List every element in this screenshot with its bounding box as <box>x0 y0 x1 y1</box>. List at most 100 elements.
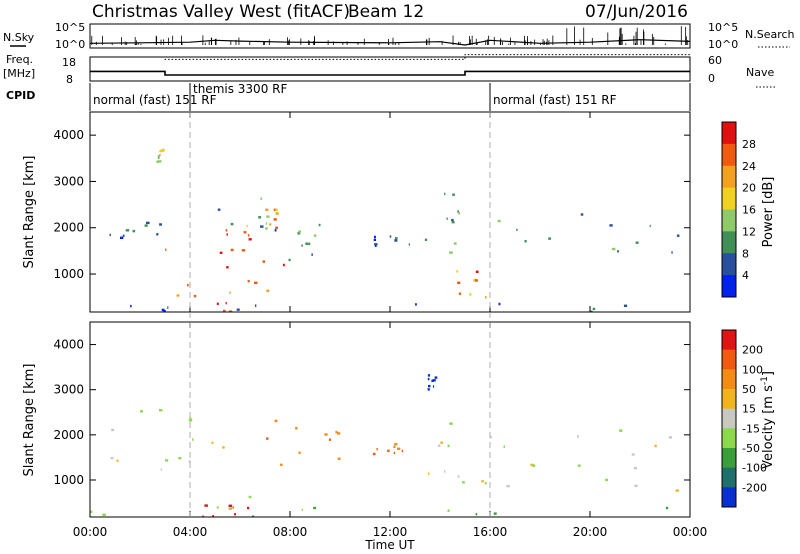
beam-label: Beam 12 <box>348 2 424 22</box>
heatmap-cell <box>427 388 430 391</box>
colorbar-frame <box>721 121 737 298</box>
heatmap-cell <box>475 513 478 516</box>
heatmap-cell <box>671 251 673 254</box>
heatmap-cell <box>447 444 450 448</box>
heatmap-cell <box>188 419 193 422</box>
nsky-label: N.Sky <box>3 31 35 44</box>
heatmap-cell <box>649 224 651 228</box>
heatmap-cell <box>234 513 236 516</box>
power-heatmap <box>109 148 680 316</box>
nave-tick-top: 60 <box>708 54 722 67</box>
heatmap-cell <box>311 253 313 256</box>
heatmap-cell <box>260 197 263 200</box>
heatmap-cell <box>274 229 277 232</box>
heatmap-cell <box>255 304 257 307</box>
heatmap-cell <box>393 445 396 448</box>
date-label: 07/Jun/2016 <box>585 2 688 22</box>
range-tick-label: 1000 <box>53 267 84 281</box>
heatmap-cell <box>498 302 501 306</box>
heatmap-cell <box>189 417 192 420</box>
heatmap-cell <box>125 229 130 232</box>
heatmap-cell <box>228 310 233 312</box>
heatmap-cell <box>424 238 428 241</box>
heatmap-cell <box>254 281 258 284</box>
heatmap-cell <box>146 221 150 225</box>
heatmap-cell <box>295 427 298 430</box>
heatmap-cell <box>415 303 417 306</box>
heatmap-cell <box>394 443 398 446</box>
colorbar-tick-label: 100 <box>742 363 763 376</box>
velocity-colorbar-label: Velocity [m s-1] <box>760 371 776 469</box>
heatmap-cell <box>473 279 476 282</box>
colorbar-tick-label: -100 <box>742 462 767 475</box>
nsky-tick-top: 10^5 <box>55 21 85 34</box>
heatmap-cell <box>444 192 446 196</box>
colorbar-swatch <box>722 253 736 276</box>
range-tick-label: 4000 <box>53 338 84 352</box>
heatmap-cell <box>633 467 637 470</box>
heatmap-cell <box>490 436 492 439</box>
heatmap-cell <box>313 506 317 510</box>
heatmap-cell <box>449 422 453 425</box>
power-ylabel: Slant Range [km] <box>22 156 37 269</box>
heatmap-cell <box>335 430 338 434</box>
heatmap-cell <box>328 438 331 441</box>
heatmap-cell <box>456 270 459 273</box>
heatmap-cell <box>532 464 536 467</box>
heatmap-cell <box>374 244 377 247</box>
colorbar-swatch <box>722 448 736 469</box>
nsky-frame <box>89 23 691 49</box>
freq-tick-top: 18 <box>62 56 76 69</box>
heatmap-cell <box>161 308 165 312</box>
velocity-yticks: 4000 3000 2000 1000 <box>53 338 690 487</box>
heatmap-cell <box>273 218 277 221</box>
heatmap-cell <box>265 208 269 211</box>
freq-frame <box>89 56 691 82</box>
heatmap-cell <box>337 432 341 435</box>
heatmap-cell <box>623 304 628 307</box>
cpid-segment-3: normal (fast) 151 RF <box>493 93 617 107</box>
heatmap-cell <box>210 314 213 316</box>
heatmap-cell <box>458 292 461 295</box>
heatmap-cell <box>222 446 225 449</box>
heatmap-cell <box>619 429 623 432</box>
heatmap-cell <box>457 475 460 478</box>
heatmap-cell <box>159 150 162 153</box>
station-title: Christmas Valley West (fitACF) <box>92 2 350 22</box>
heatmap-cell <box>447 509 450 512</box>
heatmap-cell <box>225 229 228 232</box>
heatmap-cell <box>247 234 250 237</box>
heatmap-cell <box>110 456 114 460</box>
heatmap-cell <box>269 223 272 226</box>
heatmap-cell <box>631 453 635 456</box>
heatmap-cell <box>376 448 378 451</box>
heatmap-cell <box>318 223 321 227</box>
nsearch-label: N.Search <box>745 28 795 41</box>
heatmap-cell <box>676 234 680 237</box>
colorbar-swatch <box>722 369 736 390</box>
freq-label: Freq. <box>6 53 33 66</box>
heatmap-cell <box>102 513 106 516</box>
heatmap-cell <box>634 484 638 488</box>
heatmap-cell <box>389 235 392 238</box>
heatmap-cell <box>193 294 197 298</box>
heatmap-cell <box>452 193 455 196</box>
heatmap-cell <box>241 249 246 252</box>
time-tick-label: 00:00 <box>73 525 108 539</box>
heatmap-cell <box>120 236 124 239</box>
range-tick-label: 1000 <box>53 473 84 487</box>
velocity-ylabel: Slant Range [km] <box>22 364 37 477</box>
heatmap-cell <box>191 438 194 441</box>
heatmap-cell <box>427 377 430 381</box>
heatmap-cell <box>481 480 484 483</box>
velocity-colorbar: 200 100 50 15 -15 -50 -100 -200 <box>721 329 767 508</box>
heatmap-cell <box>226 233 228 236</box>
nsky-series-line <box>89 39 691 46</box>
heatmap-cell <box>156 160 160 163</box>
colorbar-swatch <box>722 122 736 145</box>
heatmap-cell <box>443 470 446 473</box>
heatmap-cell <box>162 148 165 152</box>
heatmap-cell <box>427 374 431 377</box>
heatmap-cell <box>516 228 518 231</box>
power-colorbar: 28 24 20 16 12 8 4 <box>721 121 756 298</box>
